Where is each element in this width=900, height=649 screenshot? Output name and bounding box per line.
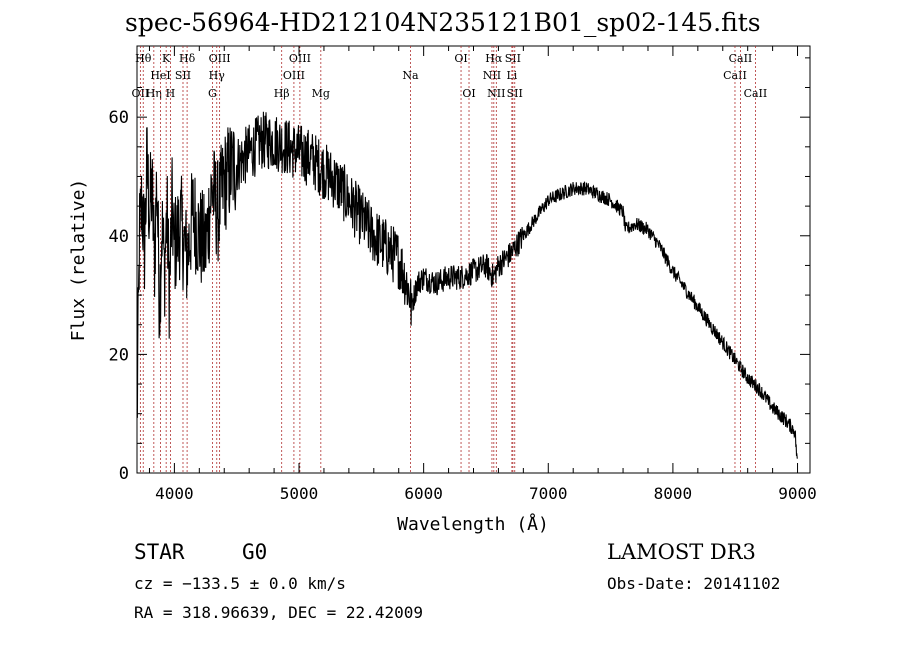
line-marker-label: OII <box>132 87 150 100</box>
line-marker-label: CaII <box>744 87 768 100</box>
line-marker-label: SII <box>175 69 191 82</box>
y-tick-label: 20 <box>109 345 129 365</box>
survey-label: LAMOST DR3 <box>607 540 756 564</box>
line-marker-label: CaII <box>723 69 747 82</box>
y-tick-label: 0 <box>119 464 129 484</box>
y-axis-label: Flux (relative) <box>68 179 89 342</box>
y-tick-label: 40 <box>109 227 129 247</box>
line-marker-label: Li <box>506 69 517 82</box>
x-tick-label: 8000 <box>654 484 693 503</box>
line-marker-label: NII <box>487 87 505 100</box>
line-markers: OII Hθ Hη HeI K H SII Hδ G Hγ OIII Hβ OIII OIII Mg Na OI… <box>132 46 768 473</box>
line-marker-label: NII <box>483 69 501 82</box>
object-class: STAR <box>134 540 185 564</box>
redshift-info: cz = −133.5 ± 0.0 km/s <box>134 574 346 593</box>
x-axis-label: Wavelength (Å) <box>397 513 549 535</box>
line-marker-label: Mg <box>312 87 330 100</box>
chart-title: spec-56964-HD212104N235121B01_sp02-145.f… <box>125 8 761 37</box>
line-marker-label: OIII <box>289 52 311 65</box>
line-marker-label: Hδ <box>179 52 196 65</box>
line-marker-label: OI <box>454 52 467 65</box>
line-marker-label: K <box>162 52 171 65</box>
line-marker-label: OIII <box>209 52 231 65</box>
line-marker-label: Hα <box>485 52 503 65</box>
x-tick-label: 5000 <box>280 484 319 503</box>
line-marker-label: Hη <box>146 87 162 100</box>
line-marker-label: Na <box>402 69 419 82</box>
y-tick-label: 60 <box>109 108 129 128</box>
obs-date: Obs-Date: 20141102 <box>607 574 781 593</box>
line-marker-label: CaII <box>729 52 753 65</box>
x-tick-label: 4000 <box>155 484 194 503</box>
line-marker-label: Hθ <box>135 52 152 65</box>
x-tick-label: 9000 <box>778 484 817 503</box>
x-tick-label: 7000 <box>529 484 568 503</box>
line-marker-label: G <box>208 87 217 100</box>
line-marker-label: SII <box>505 52 521 65</box>
line-marker-label: H <box>166 87 176 100</box>
line-marker-label: Hγ <box>209 69 226 82</box>
coordinates: RA = 318.96639, DEC = 22.42009 <box>134 603 423 622</box>
line-marker-label: HeI <box>150 69 170 82</box>
object-subclass: G0 <box>242 540 268 564</box>
line-marker-label: OI <box>462 87 475 100</box>
line-marker-label: OIII <box>283 69 305 82</box>
line-marker-label: SII <box>507 87 523 100</box>
x-tick-label: 6000 <box>404 484 443 503</box>
line-marker-label: Hβ <box>274 87 290 100</box>
spectrum-line <box>136 111 798 459</box>
